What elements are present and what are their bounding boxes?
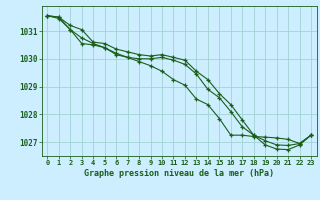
- X-axis label: Graphe pression niveau de la mer (hPa): Graphe pression niveau de la mer (hPa): [84, 169, 274, 178]
